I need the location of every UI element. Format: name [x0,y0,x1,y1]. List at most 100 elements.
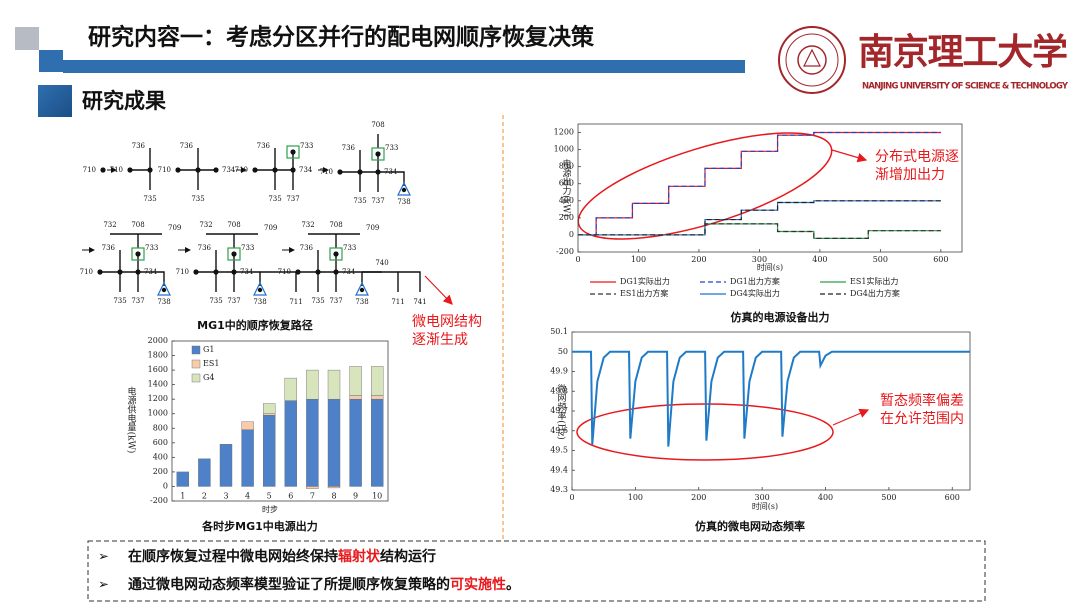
node-label: 737 [329,297,342,305]
node-label: 709 [264,224,277,232]
bar-segment [306,486,319,489]
bus-node [375,151,381,157]
x-tick-label: 300 [754,493,769,502]
bar-segment [284,377,297,401]
chart-annotation: 渐增加出力 [875,167,945,183]
y-tick-label: 49.8 [550,386,568,395]
y-tick-label: 1600 [148,365,168,374]
node-label: 710 [158,166,171,174]
y-tick-label: 1000 [554,145,574,154]
node-label: 734 [222,166,236,174]
node-label: 711 [289,298,302,306]
restoration-panel: 732 708 709 736 733 710 734 740 735 737 738 711 741 [278,221,427,306]
node-label: 736 [180,142,194,150]
node-label: 738 [397,198,410,206]
y-axis-label: 电源出力(kW) [561,158,572,217]
bus-node [161,287,167,293]
x-axis-label: 时步 [262,504,278,514]
node-label: 733 [241,244,254,252]
conclusion-text: 在顺序恢复过程中微电网始终保持辐射状结构运行 [128,548,436,565]
node-label: 738 [157,298,170,306]
bullet: ➢ [98,578,109,593]
bus-node [333,269,339,275]
node-label: 710 [176,268,189,276]
chart-annotation: 在允许范围内 [880,410,964,427]
bus-node [147,167,153,173]
generator-box [371,147,385,161]
bus-node [375,169,381,175]
node-label: 736 [198,244,212,252]
node-label: 741 [413,298,426,306]
bar-segment [349,398,362,487]
bar-segment [327,398,341,487]
x-tick-label: 9 [353,491,358,500]
y-tick-label: 400 [559,196,574,205]
diagram-caption: MG1中的顺序恢复路径 [197,318,313,332]
conclusion-segment: 。 [506,577,520,593]
plot-frame [171,340,389,502]
conclusion-segment: 可实施性 [450,576,506,593]
bus-node [401,187,407,193]
x-axis-label: 时间(s) [752,501,778,511]
y-tick-label: 1200 [148,394,168,403]
legend-swatch [191,359,201,369]
bar-segment [241,421,254,430]
bar-segment [371,395,384,400]
bus-node [231,251,237,257]
node-label: 734 [342,268,356,276]
node-label: 711 [391,298,404,306]
legend-label: ES1 [203,359,219,368]
chart-annotation: 分布式电源逐 [875,149,959,165]
logo-name: 南京理工大学 [858,31,1068,73]
bus-node [213,167,219,173]
node-label: 736 [300,244,314,252]
bar-segment [198,458,211,487]
feeder-line [362,271,399,292]
x-tick-label: 600 [933,255,948,264]
x-tick-label: 400 [812,255,827,264]
bus-node [193,269,199,275]
node-label: 735 [311,297,324,305]
bus-node [175,167,181,173]
y-tick-label: 50.1 [550,327,568,336]
node-label: 735 [209,297,222,305]
bus-node [357,169,363,175]
annotation-arrow [424,275,453,305]
bar-segment [349,366,362,396]
series-line [578,200,941,236]
diagram-annotation: 微电网结构 [412,314,482,330]
storage-triangle [397,181,411,196]
bar-segment [371,366,384,396]
node-label: 733 [385,144,398,152]
y-tick-label: 600 [559,179,574,188]
legend-label: ES1实际出力 [850,276,898,286]
x-tick-label: 8 [331,491,336,500]
node-label: 733 [145,244,158,252]
highlight-ellipse [577,132,833,240]
y-tick-label: 800 [559,162,574,171]
generator-box [329,247,343,261]
logo-seal [778,26,846,94]
header-title: 研究内容一：考虑分区并行的配电网顺序恢复决策 [88,24,595,51]
y-tick-label: 1000 [148,409,168,418]
feeder-line [378,171,405,186]
node-label: 735 [191,195,204,203]
x-tick-label: 300 [752,255,767,264]
y-tick-label: 49.7 [550,406,568,415]
bar-segment [176,471,190,487]
node-label: 735 [143,195,156,203]
conclusion-segment: 在顺序恢复过程中微电网始终保持 [128,548,338,565]
node-label: 740 [375,259,388,267]
bus-node [290,167,296,173]
bar-segment [349,395,362,400]
node-label: 736 [342,144,356,152]
y-axis-label: 电源供电量(kW) [126,386,137,454]
restoration-panel: 736 710 735 [110,142,157,203]
bus-node [272,167,278,173]
x-tick-label: 1 [180,491,185,500]
x-tick-label: 5 [267,491,272,500]
legend-label: DG1实际出力 [620,276,670,286]
bus-node [135,251,141,257]
annotation-arrow [831,149,868,163]
